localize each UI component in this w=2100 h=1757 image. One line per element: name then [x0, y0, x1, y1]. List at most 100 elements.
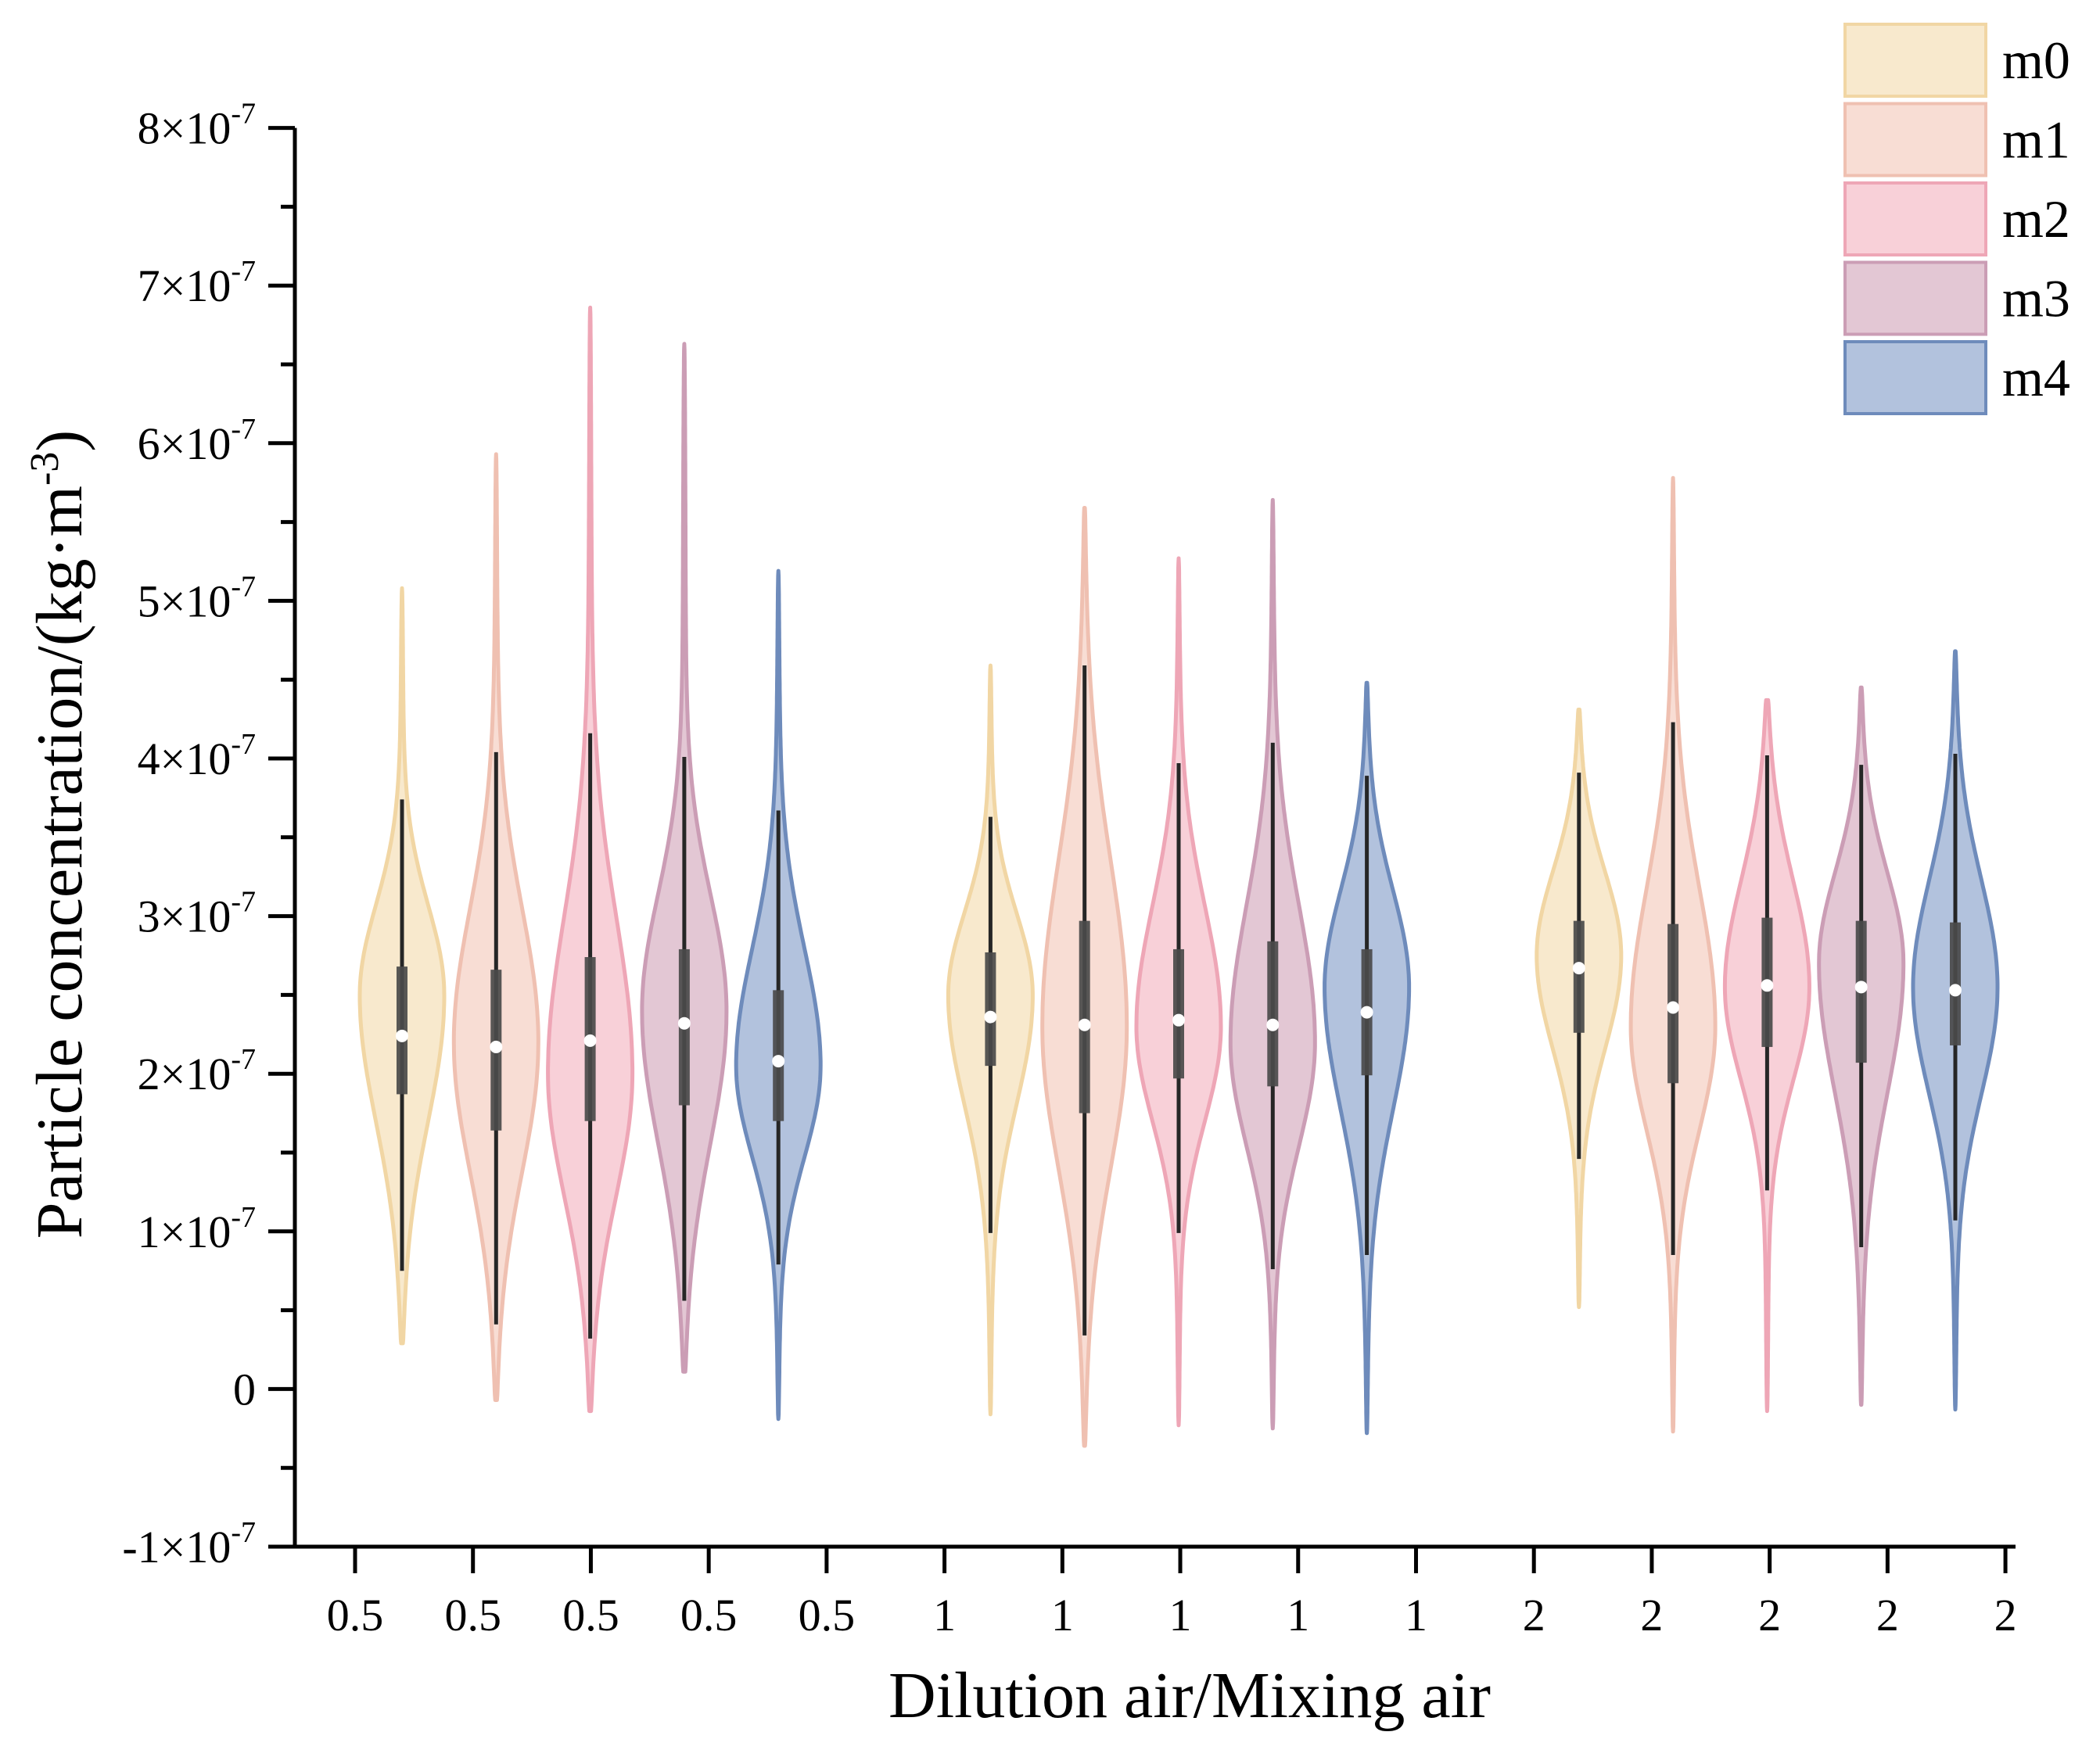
x-axis-label: Dilution air/Mixing air	[888, 1659, 1491, 1732]
median-dot	[1172, 1013, 1185, 1027]
y-tick-label: 3×10-7	[138, 886, 256, 942]
y-axis-label-text: Particle concentration/(kg·m	[23, 486, 96, 1239]
median-dot	[1572, 962, 1585, 975]
legend-swatch	[1843, 340, 1987, 415]
iqr-box	[1173, 948, 1184, 1079]
y-tick-base: 3×10	[138, 891, 232, 942]
y-tick-base: 8×10	[138, 103, 232, 154]
x-tick-label: 0.5	[327, 1590, 384, 1640]
iqr-box	[1573, 920, 1585, 1033]
y-axis-label-superscript: -3	[23, 452, 67, 486]
y-tick-exponent: -7	[231, 255, 256, 288]
x-tick-label: 1	[1169, 1590, 1192, 1640]
violin-m2-1	[1134, 556, 1223, 1428]
violin-m3-1	[1228, 497, 1317, 1431]
legend-swatch	[1843, 260, 1987, 336]
x-tick-label: 0.5	[562, 1590, 619, 1640]
y-tick-exponent: -7	[231, 1201, 256, 1234]
y-tick-label: 8×10-7	[138, 98, 256, 154]
y-tick-base: 0	[233, 1364, 256, 1415]
violin-m0-2	[1535, 708, 1624, 1310]
y-axis-label: Particle concentration/(kg·m-3)	[23, 430, 96, 1239]
violin-layer	[357, 305, 2000, 1448]
legend: m0 m1 m2 m3 m4	[1843, 23, 2070, 415]
y-tick-base: -1×10	[122, 1522, 231, 1572]
y-tick-base: 2×10	[138, 1049, 232, 1099]
x-tick-label: 1	[1051, 1590, 1074, 1640]
median-dot	[1360, 1006, 1373, 1019]
median-dot	[1078, 1018, 1091, 1031]
y-tick-base: 1×10	[138, 1207, 232, 1257]
violin-m3-0.5	[640, 342, 729, 1374]
violin-m2-2	[1722, 697, 1811, 1414]
x-tick-label: 2	[1994, 1590, 2017, 1640]
iqr-box	[1267, 941, 1279, 1087]
x-tick-label: 2	[1523, 1590, 1545, 1640]
y-tick-label: 5×10-7	[138, 570, 256, 626]
median-dot	[1761, 979, 1774, 992]
legend-item-m4: m4	[1843, 340, 2070, 415]
legend-swatch	[1843, 102, 1987, 177]
violin-m4-2	[1911, 649, 2000, 1412]
median-dot	[1854, 981, 1868, 994]
legend-label: m2	[2002, 189, 2070, 249]
legend-label: m4	[2002, 348, 2070, 407]
violin-m0-0.5	[357, 586, 447, 1346]
y-tick-exponent: -7	[231, 1516, 256, 1549]
y-tick-exponent: -7	[231, 1043, 256, 1076]
x-tick-label: 0.5	[444, 1590, 501, 1640]
median-dot	[583, 1034, 597, 1047]
violin-m4-0.5	[734, 568, 823, 1422]
x-tick-label: 2	[1758, 1590, 1781, 1640]
violin-m1-0.5	[451, 452, 540, 1402]
y-tick-label: 0	[233, 1364, 256, 1415]
violin-m1-1	[1040, 506, 1129, 1448]
x-tick-label: 2	[1640, 1590, 1663, 1640]
y-tick-label: -1×10-7	[122, 1516, 256, 1572]
y-tick-exponent: -7	[231, 886, 256, 919]
y-tick-exponent: -7	[231, 413, 256, 446]
median-dot	[1266, 1018, 1280, 1031]
legend-label: m1	[2002, 110, 2070, 170]
y-axis-label-close: )	[23, 430, 96, 452]
legend-item-m2: m2	[1843, 181, 2070, 256]
violin-m1-2	[1628, 475, 1718, 1434]
x-tick-label: 0.5	[680, 1590, 738, 1640]
axes: -1×10-701×10-72×10-73×10-74×10-75×10-76×…	[122, 98, 2016, 1640]
violin-m4-1	[1323, 680, 1412, 1436]
y-tick-label: 4×10-7	[138, 728, 256, 784]
x-tick-label: 1	[1405, 1590, 1427, 1640]
legend-swatch	[1843, 23, 1987, 98]
median-dot	[984, 1010, 997, 1024]
y-tick-label: 1×10-7	[138, 1201, 256, 1257]
y-tick-exponent: -7	[231, 98, 256, 131]
iqr-box	[1079, 920, 1090, 1113]
median-dot	[490, 1040, 503, 1053]
y-tick-label: 6×10-7	[138, 413, 256, 469]
violin-m3-2	[1817, 685, 1906, 1407]
legend-item-m3: m3	[1843, 260, 2070, 336]
median-dot	[1949, 984, 1962, 997]
y-tick-exponent: -7	[231, 728, 256, 761]
x-tick-label: 1	[1287, 1590, 1309, 1640]
violin-m0-1	[946, 663, 1035, 1417]
median-dot	[772, 1055, 785, 1068]
x-tick-label: 2	[1876, 1590, 1899, 1640]
x-tick-label: 0.5	[799, 1590, 856, 1640]
y-tick-base: 6×10	[138, 418, 232, 469]
x-tick-label: 1	[933, 1590, 956, 1640]
violin-m2-0.5	[546, 305, 635, 1414]
median-dot	[677, 1017, 691, 1030]
legend-item-m0: m0	[1843, 23, 2070, 98]
y-tick-base: 5×10	[138, 576, 232, 626]
legend-label: m0	[2002, 30, 2070, 90]
y-tick-label: 2×10-7	[138, 1043, 256, 1099]
median-dot	[1667, 1001, 1680, 1014]
legend-swatch	[1843, 181, 1987, 256]
median-dot	[396, 1029, 408, 1042]
y-tick-base: 7×10	[138, 260, 232, 311]
iqr-box	[985, 952, 996, 1067]
legend-item-m1: m1	[1843, 102, 2070, 177]
iqr-box	[1950, 922, 1961, 1045]
